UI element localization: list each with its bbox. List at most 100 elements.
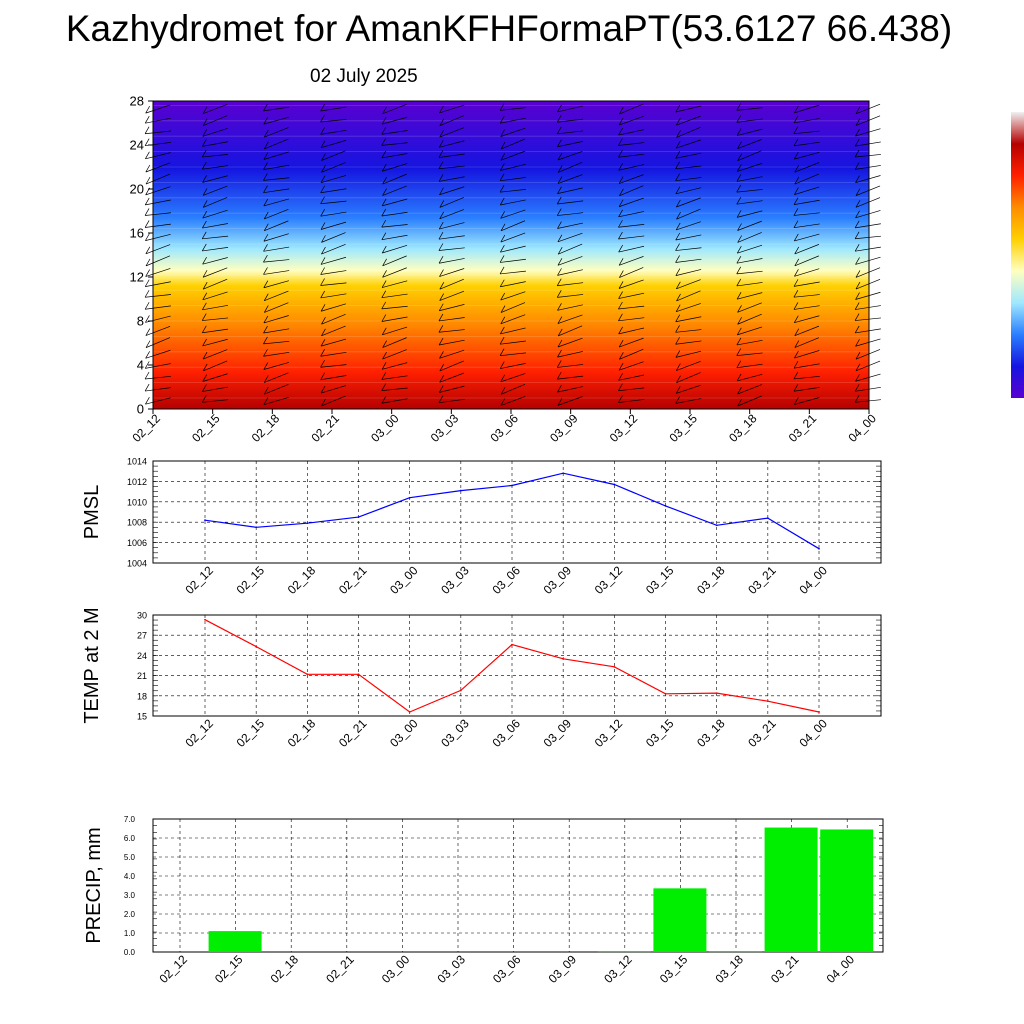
wind-barb [855,278,881,290]
temp-xtick-label: 03_18 [694,716,728,750]
wind-barb [438,174,465,182]
wind-barb [618,361,644,371]
pmsl-xtick-label: 03_09 [541,563,575,597]
wind-barb [381,116,408,125]
wind-barb [557,186,583,194]
wind-barb [382,103,407,115]
wind-barb [263,233,289,242]
wind-barb [855,103,881,115]
wind-barb [737,139,762,150]
wind-barb [202,302,229,311]
pmsl-data-point [511,484,513,487]
wind-barb [854,313,881,321]
temp-xtick-label: 02_18 [285,716,319,750]
wind-barb [855,338,881,347]
wind-barb [263,384,289,395]
wind-barb [381,208,408,217]
temp-ytick-label: 24 [137,651,147,661]
precip-ytick-label: 5.0 [124,853,136,862]
wind-barb [439,360,464,372]
wind-barb [202,349,228,360]
wind-barb [202,373,228,382]
heatmap-xtick-label: 03_12 [607,411,641,445]
wind-barb [499,279,526,288]
wind-barb [438,325,465,333]
precip-xtick-label: 03_18 [712,952,746,986]
wind-barb [202,185,228,196]
wind-barb [854,231,881,240]
wind-barb [438,313,465,322]
wind-barb [736,128,763,136]
wind-barb [736,184,763,193]
wind-barb [321,232,346,243]
wind-barb [381,290,408,299]
wind-barb [736,210,763,218]
pmsl-xtick-label: 03_03 [438,563,472,597]
wind-barb [145,337,171,348]
wind-barb [557,384,583,393]
wind-barb [263,396,289,406]
wind-barb [201,231,229,240]
wind-barb [675,104,702,113]
wind-barb [793,138,820,147]
wind-barb [675,221,701,231]
wind-barb [736,360,763,369]
wind-barb [439,290,465,301]
wind-barb [263,185,290,194]
wind-barb [144,290,171,298]
temp-data-point [204,618,206,621]
wind-barb [382,255,407,267]
temp-data-point [357,673,360,676]
temp-ytick-label: 18 [137,691,147,701]
wind-barb [737,220,762,231]
wind-barb [320,175,347,184]
wind-barb [793,220,820,229]
wind-barb [320,372,347,381]
wind-barb [381,326,408,336]
heatmap-xtick-label: 04_00 [845,411,879,445]
wind-barb [794,186,820,195]
wind-barb [438,161,465,170]
wind-barb [794,162,820,173]
wind-barb [499,255,526,263]
wind-barb [737,395,762,407]
wind-barb [202,257,228,265]
wind-barb [675,232,702,241]
heatmap-ytick-label: 0 [137,402,144,417]
wind-barb [793,151,820,160]
wind-barb [794,325,820,337]
precip-xtick-label: 03_15 [657,952,691,986]
heatmap-ytick-label: 12 [130,270,144,285]
wind-barb [202,139,229,147]
wind-barb [499,266,526,275]
wind-barb [618,301,645,310]
wind-barb [382,337,407,348]
wind-barb [202,103,228,115]
wind-barb [618,291,645,299]
wind-barb [557,256,583,266]
wind-barb [500,220,526,232]
wind-barb [438,385,465,393]
pmsl-xtick-label: 03_06 [489,563,523,597]
precip-bar [653,888,707,952]
precip-ytick-label: 7.0 [124,815,136,824]
wind-barb [736,326,763,336]
wind-barb [500,209,526,219]
pmsl-xtick-label: 03_21 [745,563,779,597]
wind-barb [855,210,881,219]
wind-barb [499,197,526,206]
wind-barb [736,348,763,356]
temp-xtick-label: 03_00 [387,716,421,750]
wind-barb [793,233,820,242]
wind-barb [675,255,702,263]
wind-barb [556,126,584,135]
wind-barb [499,348,526,357]
wind-barb [557,221,583,229]
precip-ytick-label: 6.0 [124,834,136,843]
wind-barb [320,256,347,265]
temp-xtick-label: 03_15 [643,716,677,750]
wind-barb [618,127,645,136]
wind-barb [381,163,408,172]
pmsl-xtick-label: 03_15 [643,563,677,597]
wind-barb [202,338,228,347]
